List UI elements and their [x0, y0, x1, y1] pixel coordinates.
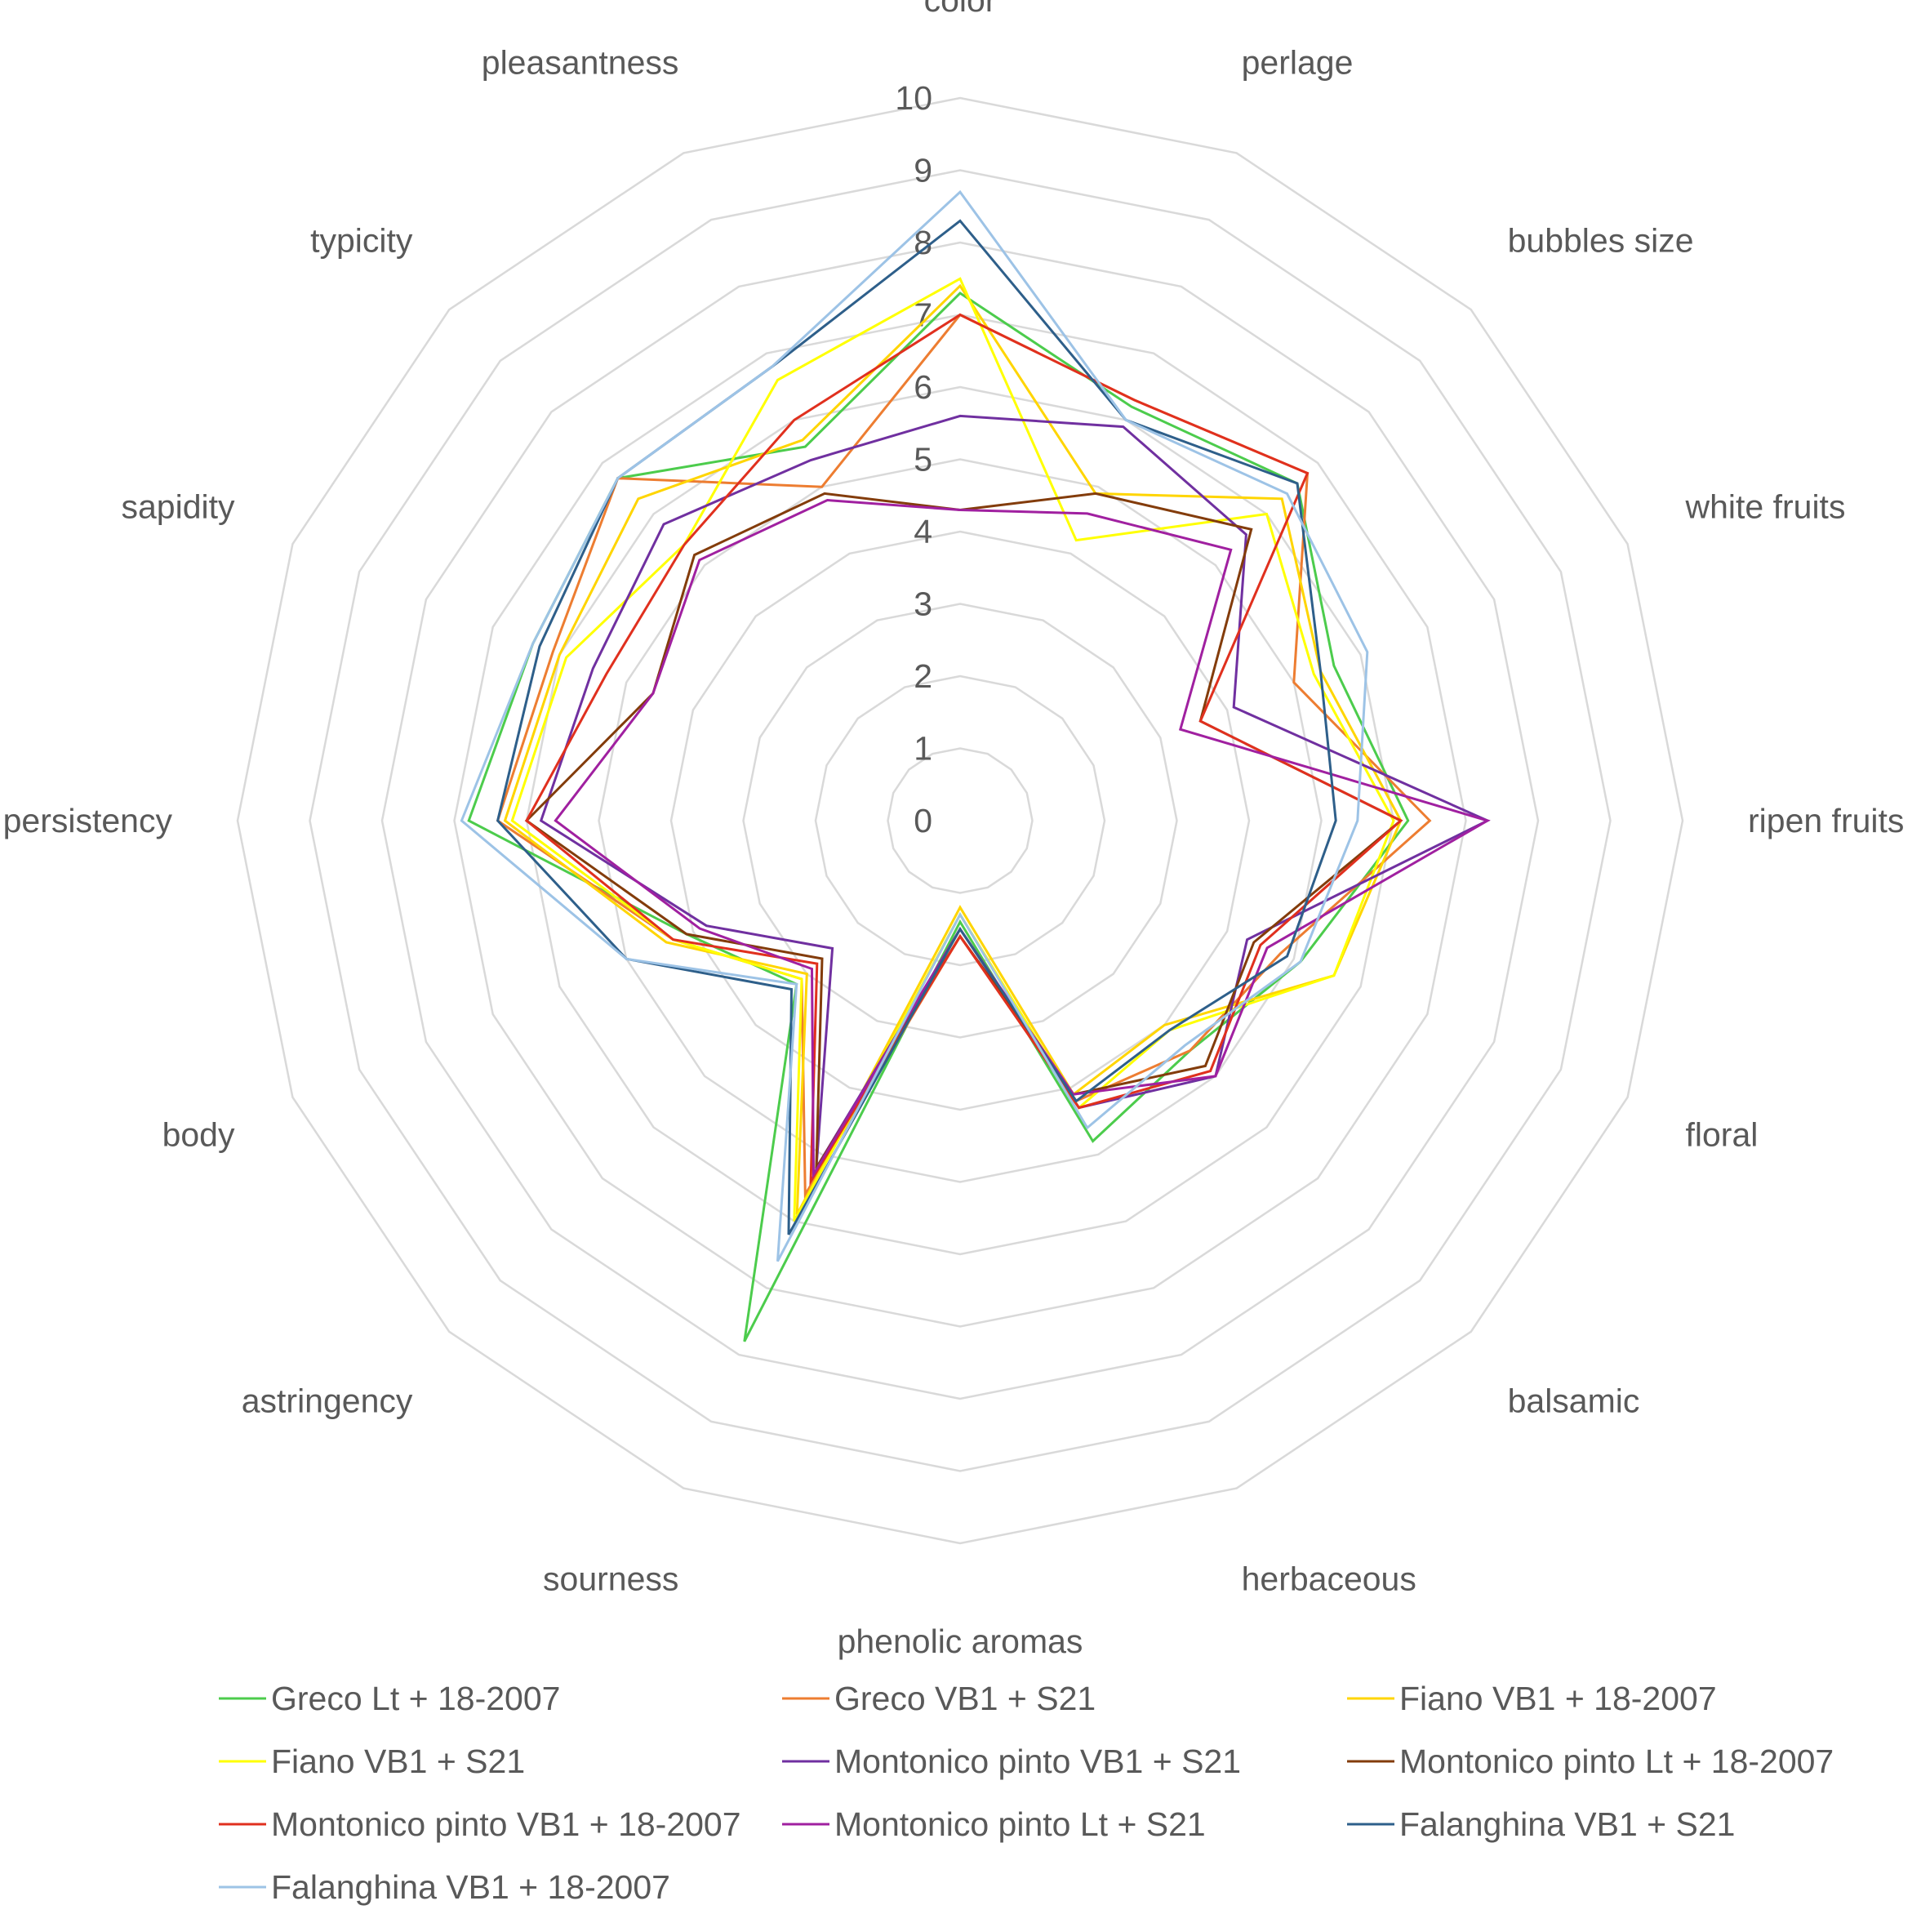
- series-line: [525, 313, 1403, 1186]
- legend-label: Montonico pinto VB1 + 18-2007: [271, 1805, 741, 1843]
- category-label: astringency: [242, 1382, 413, 1420]
- legend-label: Montonico pinto Lt + 18-2007: [1399, 1743, 1834, 1780]
- grid-ring: [814, 674, 1106, 967]
- tick-label: 10: [895, 79, 932, 117]
- grid-ring: [887, 747, 1034, 894]
- series-layer: [460, 189, 1491, 1342]
- tick-label: 6: [914, 368, 932, 406]
- category-label: pleasantness: [482, 44, 679, 82]
- series-line: [496, 313, 1432, 1200]
- legend-label: Falanghina VB1 + S21: [1399, 1805, 1735, 1843]
- series-line: [460, 189, 1369, 1262]
- grid-ring: [236, 96, 1684, 1545]
- tick-label: 1: [914, 730, 932, 768]
- category-label: balsamic: [1508, 1382, 1640, 1420]
- category-labels: color perlage bubbles size white fruits ripe…: [3, 0, 1905, 1660]
- grid-ring: [309, 169, 1612, 1472]
- grid-ring: [525, 385, 1395, 1256]
- category-label: white fruits: [1685, 487, 1846, 525]
- category-label: sourness: [543, 1560, 678, 1598]
- grid-ring: [380, 241, 1540, 1400]
- tick-label: 4: [914, 513, 932, 550]
- legend-label: Montonico pinto VB1 + S21: [834, 1743, 1241, 1780]
- category-label: typicity: [310, 221, 413, 259]
- grid-ring: [598, 458, 1323, 1183]
- grid-ring: [453, 314, 1467, 1328]
- category-label: herbaceous: [1242, 1560, 1416, 1598]
- category-label: sapidity: [121, 487, 235, 525]
- category-label: persistency: [3, 802, 173, 839]
- grid-ring: [669, 530, 1251, 1111]
- grid-ring: [742, 603, 1178, 1039]
- category-label: floral: [1686, 1116, 1759, 1154]
- category-label: ripen fruits: [1748, 802, 1904, 839]
- legend-label: Montonico pinto Lt + S21: [834, 1805, 1206, 1843]
- tick-label: 5: [914, 441, 932, 479]
- category-label: bubbles size: [1508, 221, 1694, 259]
- category-label: phenolic aromas: [838, 1623, 1083, 1660]
- series-line: [503, 283, 1403, 1216]
- tick-label: 0: [914, 802, 932, 839]
- category-label: perlage: [1242, 44, 1354, 82]
- legend-label: Falanghina VB1 + 18-2007: [271, 1868, 670, 1906]
- legend: Greco Lt + 18-2007 Greco VB1 + S21 Fiano V…: [219, 1680, 1834, 1906]
- tick-label: 3: [914, 585, 932, 623]
- legend-label: Fiano VB1 + 18-2007: [1399, 1680, 1717, 1717]
- grid-layer: [236, 96, 1684, 1545]
- series-line: [496, 219, 1337, 1235]
- category-label: body: [162, 1116, 235, 1154]
- legend-label: Greco Lt + 18-2007: [271, 1680, 560, 1717]
- category-label: color: [924, 0, 997, 19]
- series-line: [554, 498, 1491, 1179]
- series-line: [524, 492, 1403, 1173]
- tick-label: 2: [914, 657, 932, 695]
- legend-label: Greco VB1 + S21: [834, 1680, 1096, 1717]
- legend-label: Fiano VB1 + S21: [271, 1743, 525, 1780]
- tick-label: 9: [914, 152, 932, 189]
